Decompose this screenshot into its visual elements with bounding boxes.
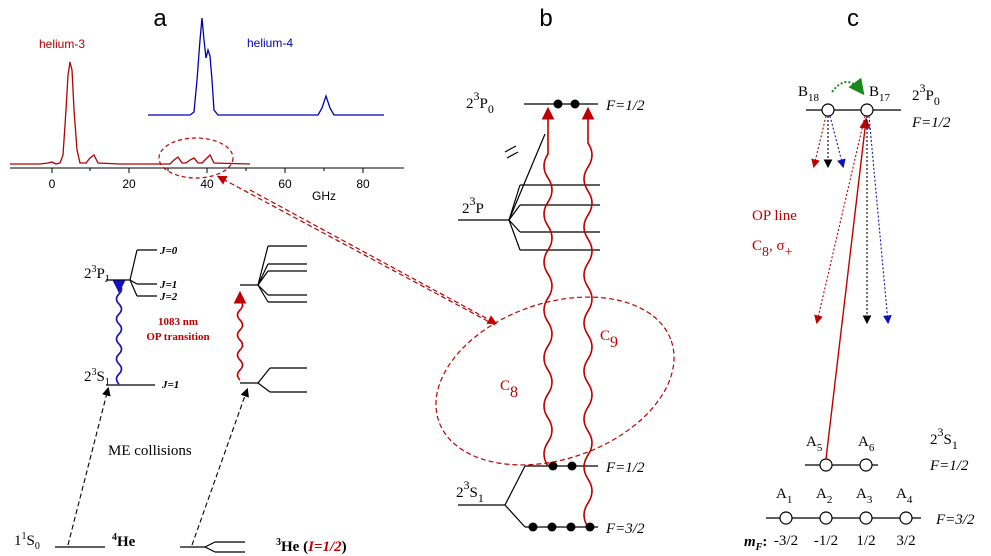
x-ticks [51, 168, 364, 173]
helium-4-trace [148, 17, 384, 116]
b-f-three-half: F=3/2 [605, 521, 645, 537]
a2-label: A2 [816, 486, 832, 506]
b17-label: B17 [869, 84, 891, 104]
j2-label: J=2 [159, 291, 178, 303]
x-tick-label: 20 [122, 177, 136, 191]
state-2-3S1-label: 23S1 [84, 367, 110, 388]
me-collisions-label: ME collisions [108, 443, 192, 459]
mf-label: mF: [744, 534, 767, 553]
mf-value: 1/2 [856, 533, 875, 549]
a5-label: A5 [806, 434, 823, 454]
he4-level-scheme [55, 249, 157, 548]
ground-state-label: 11S0 [14, 531, 40, 552]
c8-label: C8 [500, 378, 518, 401]
b-state-23P-label: 23P [462, 194, 484, 217]
he3-level-scheme [180, 245, 307, 553]
he3-label: 3He (I=1/2) [276, 537, 347, 555]
op-line-label-1: OP line [752, 208, 797, 224]
helium-3-trace [10, 61, 251, 165]
c9-label: C9 [600, 328, 618, 351]
a3-label: A3 [856, 486, 873, 506]
a4-label: A4 [896, 486, 913, 506]
b-f-half-top: F=1/2 [605, 98, 645, 114]
x-tick-label: 0 [49, 177, 56, 191]
x-tick-label: 80 [356, 177, 370, 191]
c9-wavy-line [581, 106, 595, 528]
state-2-3PJ-label: 23PJ [84, 264, 109, 285]
x-tick-label: 40 [200, 177, 214, 191]
c-f-bottom: F=3/2 [935, 512, 975, 528]
c-state-23P0-label: 23P0 [912, 81, 940, 108]
mf-value: -1/2 [814, 533, 838, 549]
panel-label-a: a [153, 5, 167, 32]
decay-arrows [811, 115, 892, 325]
b-f-half-mid: F=1/2 [605, 460, 645, 476]
transition-label-line1: 1083 nm [158, 316, 198, 328]
highlight-ellipse-transitions [435, 296, 675, 466]
highlight-ellipse-spectrum [158, 137, 234, 179]
he3-wavy-transition [233, 290, 247, 381]
a1-label: A1 [776, 486, 792, 506]
helium-3-label: helium-3 [39, 37, 85, 51]
x-tick-label: 60 [278, 177, 292, 191]
j0-label: J=0 [159, 245, 178, 257]
mf-value: 3/2 [896, 533, 915, 549]
c-state-23S1-label: 23S1 [930, 425, 958, 452]
spectrum-plot: 0 20 40 60 80 GHz helium-3 helium-4 [10, 17, 404, 203]
a6-label: A6 [858, 434, 875, 454]
helium-4-label: helium-4 [247, 36, 293, 50]
transition-label-line2: OP transition [146, 331, 209, 343]
j1-bottom-label: J=1 [161, 379, 179, 391]
c-f-top: F=1/2 [911, 115, 951, 131]
op-line-label-2: C8, σ+ [752, 238, 793, 260]
x-axis-unit: GHz [312, 189, 336, 203]
he3-me-arrow [191, 387, 249, 546]
panel-label-b: b [539, 5, 552, 32]
b18-b17-coupling-arrow [831, 77, 865, 96]
population-dots [528, 99, 595, 532]
link-arrow [249, 189, 498, 325]
link-arrow [216, 175, 496, 326]
b-state-23P0-label: 23P0 [466, 89, 494, 116]
b-state-23S1-label: 23S1 [456, 478, 484, 505]
he4-label: 4He [112, 532, 136, 550]
op-line-arrow [825, 117, 871, 460]
c-f-mid: F=1/2 [929, 458, 969, 474]
c8-wavy-line [541, 106, 555, 467]
j1-top-label: J=1 [159, 279, 177, 291]
panel-b-levels [458, 103, 600, 528]
he4-me-arrow [67, 386, 111, 546]
panel-label-c: c [847, 5, 859, 32]
sublevel-circles [779, 103, 913, 525]
b18-label: B18 [798, 84, 820, 104]
he4-wavy-transition [112, 280, 126, 385]
mf-value: -3/2 [774, 533, 798, 549]
